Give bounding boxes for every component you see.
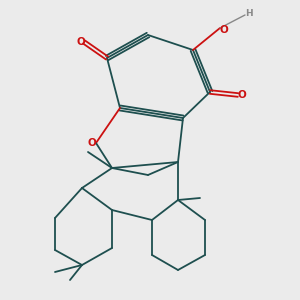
Text: H: H	[245, 8, 253, 17]
Text: O: O	[88, 138, 96, 148]
Text: O: O	[238, 90, 246, 100]
Text: O: O	[220, 25, 228, 35]
Text: O: O	[76, 37, 85, 47]
